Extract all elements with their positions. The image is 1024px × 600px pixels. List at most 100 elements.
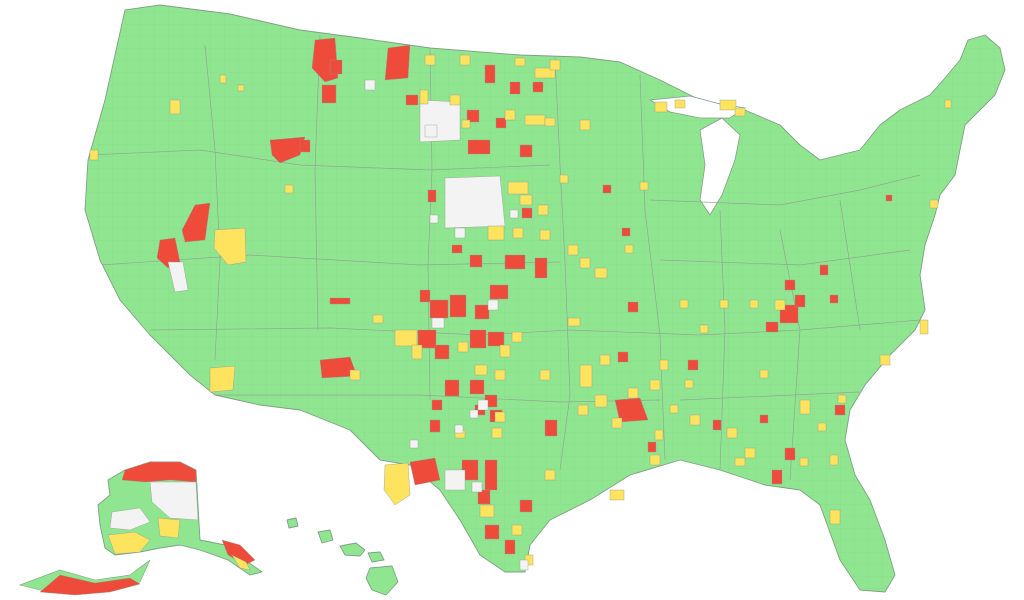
county-red [489,284,509,300]
county-red [434,344,450,360]
county-yellow [599,354,611,366]
alaska [18,461,263,596]
county-red [405,94,419,106]
county-yellow [567,317,581,327]
county-yellow [479,504,495,518]
county-red [534,257,548,279]
county-yellow [559,174,569,184]
borough-white [109,507,151,531]
county-red [687,359,699,371]
borough-yellow [107,531,151,555]
county-yellow [749,299,759,309]
county-yellow [654,429,664,441]
county-yellow [544,117,556,127]
county-yellow [799,399,811,415]
county-yellow [539,229,551,241]
hawaii-island-molokai [339,542,366,557]
borough-white [149,481,199,521]
county-yellow [689,414,701,426]
county-yellow [577,404,589,416]
county-yellow [624,244,634,254]
county-red [429,299,449,319]
county-yellow [519,194,533,206]
county-white [167,261,189,293]
hawaii [286,517,399,596]
borough-yellow [157,517,181,539]
county-red [484,459,498,491]
county-yellow [394,329,418,347]
county-red [712,419,722,431]
county-red [794,294,806,308]
county-yellow [537,204,549,216]
county-red [495,117,507,129]
county-red [181,202,211,243]
county-yellow [929,199,939,209]
county-yellow [549,59,561,71]
county-red [647,441,657,453]
county-red [532,81,544,93]
county-yellow [594,394,608,408]
county-yellow [419,89,429,105]
county-yellow [491,427,503,439]
county-yellow [654,101,668,113]
county-white [471,481,483,493]
county-red [329,59,343,75]
county-yellow [89,149,99,161]
county-red [504,254,526,270]
county-yellow [817,422,827,432]
county-red [467,139,491,155]
county-red [521,207,533,219]
county-red [269,136,306,164]
county-yellow [512,227,524,239]
county-red [384,44,411,81]
county-red [429,419,441,433]
county-yellow [699,324,709,334]
county-white [519,559,529,571]
county-white [364,79,376,91]
county-yellow [514,57,526,67]
county-red [484,524,500,540]
county-yellow [674,99,686,109]
county-yellow [219,74,227,84]
county-red [417,329,437,349]
county-yellow [504,109,516,121]
county-red [519,499,533,513]
county-yellow [411,344,423,360]
county-yellow [284,184,294,194]
county-red [419,289,431,303]
county-red [544,419,558,437]
county-yellow [611,417,623,429]
county-red [474,304,490,320]
borough-red [39,574,141,596]
county-red [451,244,463,254]
lake-michigan [699,117,741,216]
county-red [469,329,487,349]
county-red [627,301,639,313]
county-yellow [487,225,505,241]
county-yellow [459,54,471,66]
borough-red [221,539,256,566]
hawaii-island-kauai [286,517,299,529]
county-yellow [649,379,661,391]
county-yellow [944,99,952,109]
county-yellow [383,462,411,506]
county-yellow [534,67,556,79]
county-red [614,397,649,423]
county-yellow [829,509,841,525]
county-red [484,64,496,84]
county-yellow [372,314,384,324]
county-yellow [579,119,591,131]
county-white [424,124,438,138]
county-red [321,84,337,104]
county-red [477,489,491,505]
county-yellow [579,257,591,269]
county-yellow [579,364,593,388]
county-yellow [349,369,361,381]
county-yellow [507,181,529,195]
county-red [784,279,796,291]
county-red [431,399,443,411]
county-yellow [659,359,669,371]
county-red [602,184,612,194]
county-red [829,294,839,304]
